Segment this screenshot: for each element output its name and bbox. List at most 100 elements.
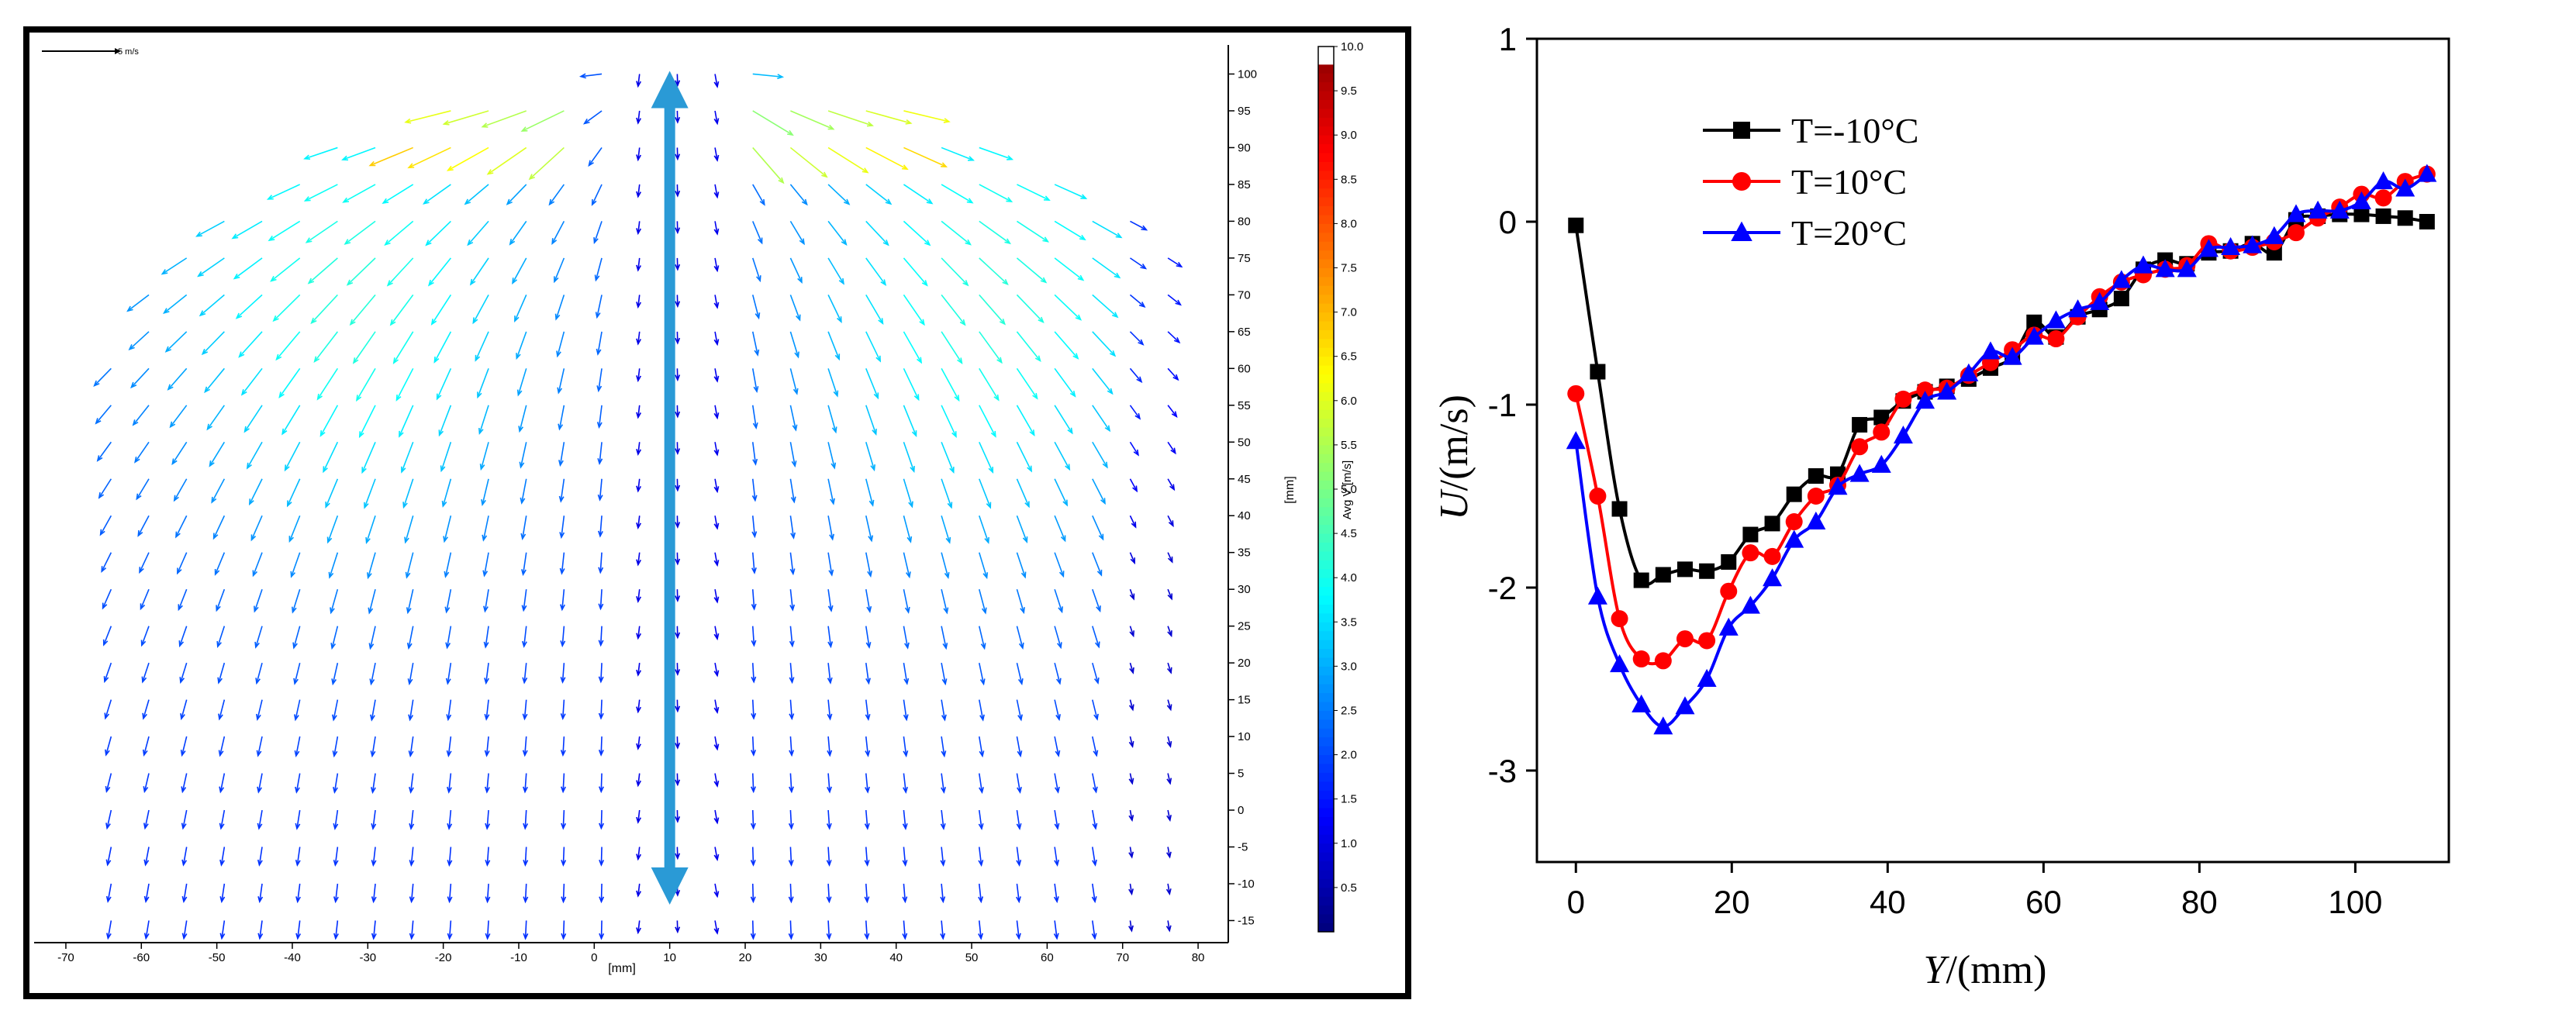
- colorbar-tick-label: 0.5: [1341, 881, 1357, 895]
- colorbar-segment: [1318, 161, 1334, 171]
- y-axis-label-italic: U: [1432, 488, 1476, 520]
- piv-y-tick-label: 100: [1238, 67, 1257, 81]
- data-point: [1676, 630, 1694, 647]
- data-point: [1720, 583, 1737, 600]
- data-point: [2376, 209, 2391, 224]
- colorbar-segment: [1318, 551, 1334, 560]
- data-point: [2046, 310, 2066, 328]
- data-point: [1742, 544, 1759, 561]
- piv-y-tick-label: 75: [1238, 252, 1251, 265]
- legend-item: T=20°C: [1703, 213, 1907, 253]
- colorbar-segment: [1318, 649, 1334, 658]
- colorbar-segment: [1318, 595, 1334, 605]
- colorbar-segment: [1318, 117, 1334, 126]
- data-point: [1764, 548, 1781, 565]
- data-point: [2288, 224, 2305, 241]
- x-tick-label: 40: [1870, 884, 1906, 920]
- x-tick-label: 20: [1714, 884, 1750, 920]
- piv-y-tick-label: 25: [1238, 620, 1251, 633]
- piv-x-tick-label: -60: [133, 951, 150, 964]
- piv-x-tick-label: -10: [510, 951, 527, 964]
- y-axis-label-unit: /(m/s): [1432, 395, 1476, 491]
- colorbar-segment: [1318, 259, 1334, 268]
- series-circle: [1567, 166, 2436, 670]
- data-point: [1633, 650, 1650, 667]
- piv-y-tick-label: 65: [1238, 326, 1251, 339]
- piv-y-tick-label: 90: [1238, 141, 1251, 154]
- colorbar-tick-label: 4.0: [1341, 571, 1357, 584]
- colorbar-segment: [1318, 481, 1334, 490]
- colorbar-segment: [1318, 604, 1334, 613]
- piv-y-tick-label: -15: [1238, 915, 1255, 928]
- colorbar-segment: [1318, 516, 1334, 525]
- y-tick-label: 1: [1499, 21, 1517, 57]
- colorbar-segment: [1318, 144, 1334, 153]
- colorbar-segment: [1318, 755, 1334, 764]
- x-tick-label: 80: [2181, 884, 2218, 920]
- data-point: [1742, 527, 1758, 543]
- colorbar-segment: [1318, 401, 1334, 410]
- piv-y-tick-label: 45: [1238, 473, 1251, 486]
- piv-y-tick-label: 70: [1238, 288, 1251, 302]
- colorbar-tick-label: 9.0: [1341, 129, 1357, 142]
- colorbar-label: Avg V [m/s]: [1341, 460, 1354, 519]
- data-point: [1655, 652, 1672, 669]
- piv-x-tick-label: -40: [284, 951, 301, 964]
- data-point: [1567, 385, 1584, 402]
- colorbar-segment: [1318, 799, 1334, 809]
- colorbar-segment: [1318, 419, 1334, 428]
- data-point: [1765, 516, 1780, 531]
- piv-y-tick-label: -10: [1238, 878, 1255, 891]
- colorbar-tick-label: 10.0: [1341, 40, 1363, 53]
- data-point: [1732, 172, 1751, 191]
- piv-y-tick-label: 50: [1238, 436, 1251, 449]
- data-point: [1588, 587, 1607, 605]
- piv-x-tick-label: -50: [209, 951, 226, 964]
- colorbar-segment: [1318, 285, 1334, 295]
- colorbar-segment: [1318, 463, 1334, 472]
- series-line: [1576, 214, 2427, 584]
- colorbar-segment: [1318, 100, 1334, 109]
- data-point: [1733, 122, 1750, 139]
- data-point: [1786, 513, 1803, 530]
- piv-y-tick-label: 40: [1238, 509, 1251, 522]
- data-point: [1568, 218, 1583, 233]
- colorbar-segment: [1318, 728, 1334, 737]
- piv-x-tick-label: 50: [965, 951, 979, 964]
- data-point: [1721, 554, 1736, 570]
- colorbar-segment: [1318, 206, 1334, 216]
- colorbar-segment: [1318, 445, 1334, 454]
- colorbar-segment: [1318, 73, 1334, 82]
- piv-x-tick-label: 40: [889, 951, 903, 964]
- series-group: [1566, 164, 2437, 735]
- colorbar-segment: [1318, 215, 1334, 224]
- data-point: [1763, 568, 1782, 586]
- colorbar-segment: [1318, 507, 1334, 516]
- data-point: [1894, 391, 1911, 408]
- x-tick-label: 100: [2328, 884, 2382, 920]
- colorbar-segment: [1318, 436, 1334, 445]
- colorbar-segment: [1318, 357, 1334, 366]
- colorbar-tick-label: 5.5: [1341, 439, 1357, 452]
- colorbar-segment: [1318, 719, 1334, 729]
- colorbar-tick-label: 1.5: [1341, 793, 1357, 806]
- colorbar-segment: [1318, 896, 1334, 905]
- colorbar-segment: [1318, 834, 1334, 843]
- colorbar-segment: [1318, 914, 1334, 923]
- colorbar-segment: [1318, 329, 1334, 339]
- piv-x-tick-label: 60: [1041, 951, 1054, 964]
- colorbar-segment: [1318, 339, 1334, 348]
- piv-y-tick-label: 30: [1238, 583, 1251, 596]
- data-point: [1697, 669, 1717, 687]
- data-point: [2398, 210, 2413, 226]
- colorbar-segment: [1318, 878, 1334, 888]
- colorbar-segment: [1318, 241, 1334, 250]
- y-tick-label: -3: [1488, 753, 1517, 789]
- piv-x-tick-label: 30: [814, 951, 827, 964]
- line-plot-frame: [1537, 39, 2449, 862]
